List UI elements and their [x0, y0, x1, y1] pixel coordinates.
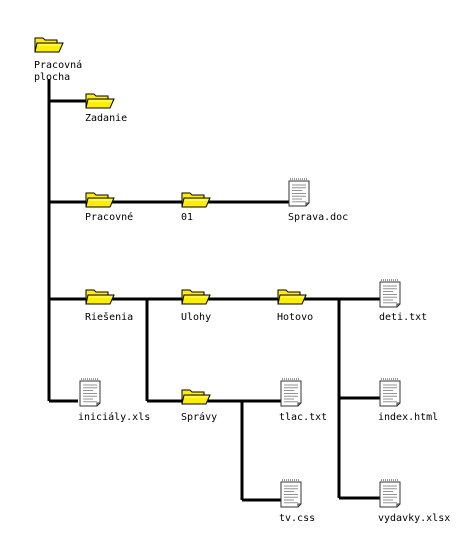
hotovo-folder-icon	[277, 289, 307, 305]
sprava-doc-icon	[288, 178, 310, 207]
root-label-line2: plocha	[34, 72, 71, 83]
spravy-label: Správy	[181, 412, 218, 423]
zadanie-label: Zadanie	[85, 113, 128, 124]
index-html-label: index.html	[378, 412, 439, 423]
tv-css-icon	[280, 479, 302, 508]
deti-txt-label: deti.txt	[379, 312, 428, 323]
riesenia-folder-icon	[85, 289, 115, 305]
hotovo-label: Hotovo	[277, 312, 314, 323]
inicialy-xls-label: iniciály.xls	[78, 412, 151, 423]
ulohy-folder-icon	[181, 289, 211, 305]
riesenia-label: Riešenia	[85, 312, 134, 323]
pracovne-label: Pracovné	[85, 212, 134, 223]
vydavky-xlsx-icon	[379, 479, 401, 508]
root-label-line1: Pracovná	[34, 60, 83, 71]
spravy-folder-icon	[181, 389, 211, 405]
tv-css-label: tv.css	[279, 513, 316, 524]
tlac-txt-label: tlac.txt	[279, 412, 328, 423]
root-folder-icon	[34, 37, 64, 53]
node-icons	[34, 37, 401, 508]
tlac-txt-icon	[280, 378, 302, 407]
zadanie-folder-icon	[85, 93, 115, 109]
connector-lines	[47, 79, 388, 502]
vydavky-xlsx-label: vydavky.xlsx	[378, 513, 451, 524]
ulohy-label: Ulohy	[181, 312, 212, 323]
01-label: 01	[181, 212, 194, 223]
folder-01-icon	[181, 192, 211, 208]
inicialy-xls-icon	[79, 378, 101, 407]
sprava-doc-label: Sprava.doc	[288, 212, 349, 223]
pracovne-folder-icon	[85, 192, 115, 208]
index-html-icon	[379, 378, 401, 407]
deti-txt-icon	[379, 279, 401, 308]
